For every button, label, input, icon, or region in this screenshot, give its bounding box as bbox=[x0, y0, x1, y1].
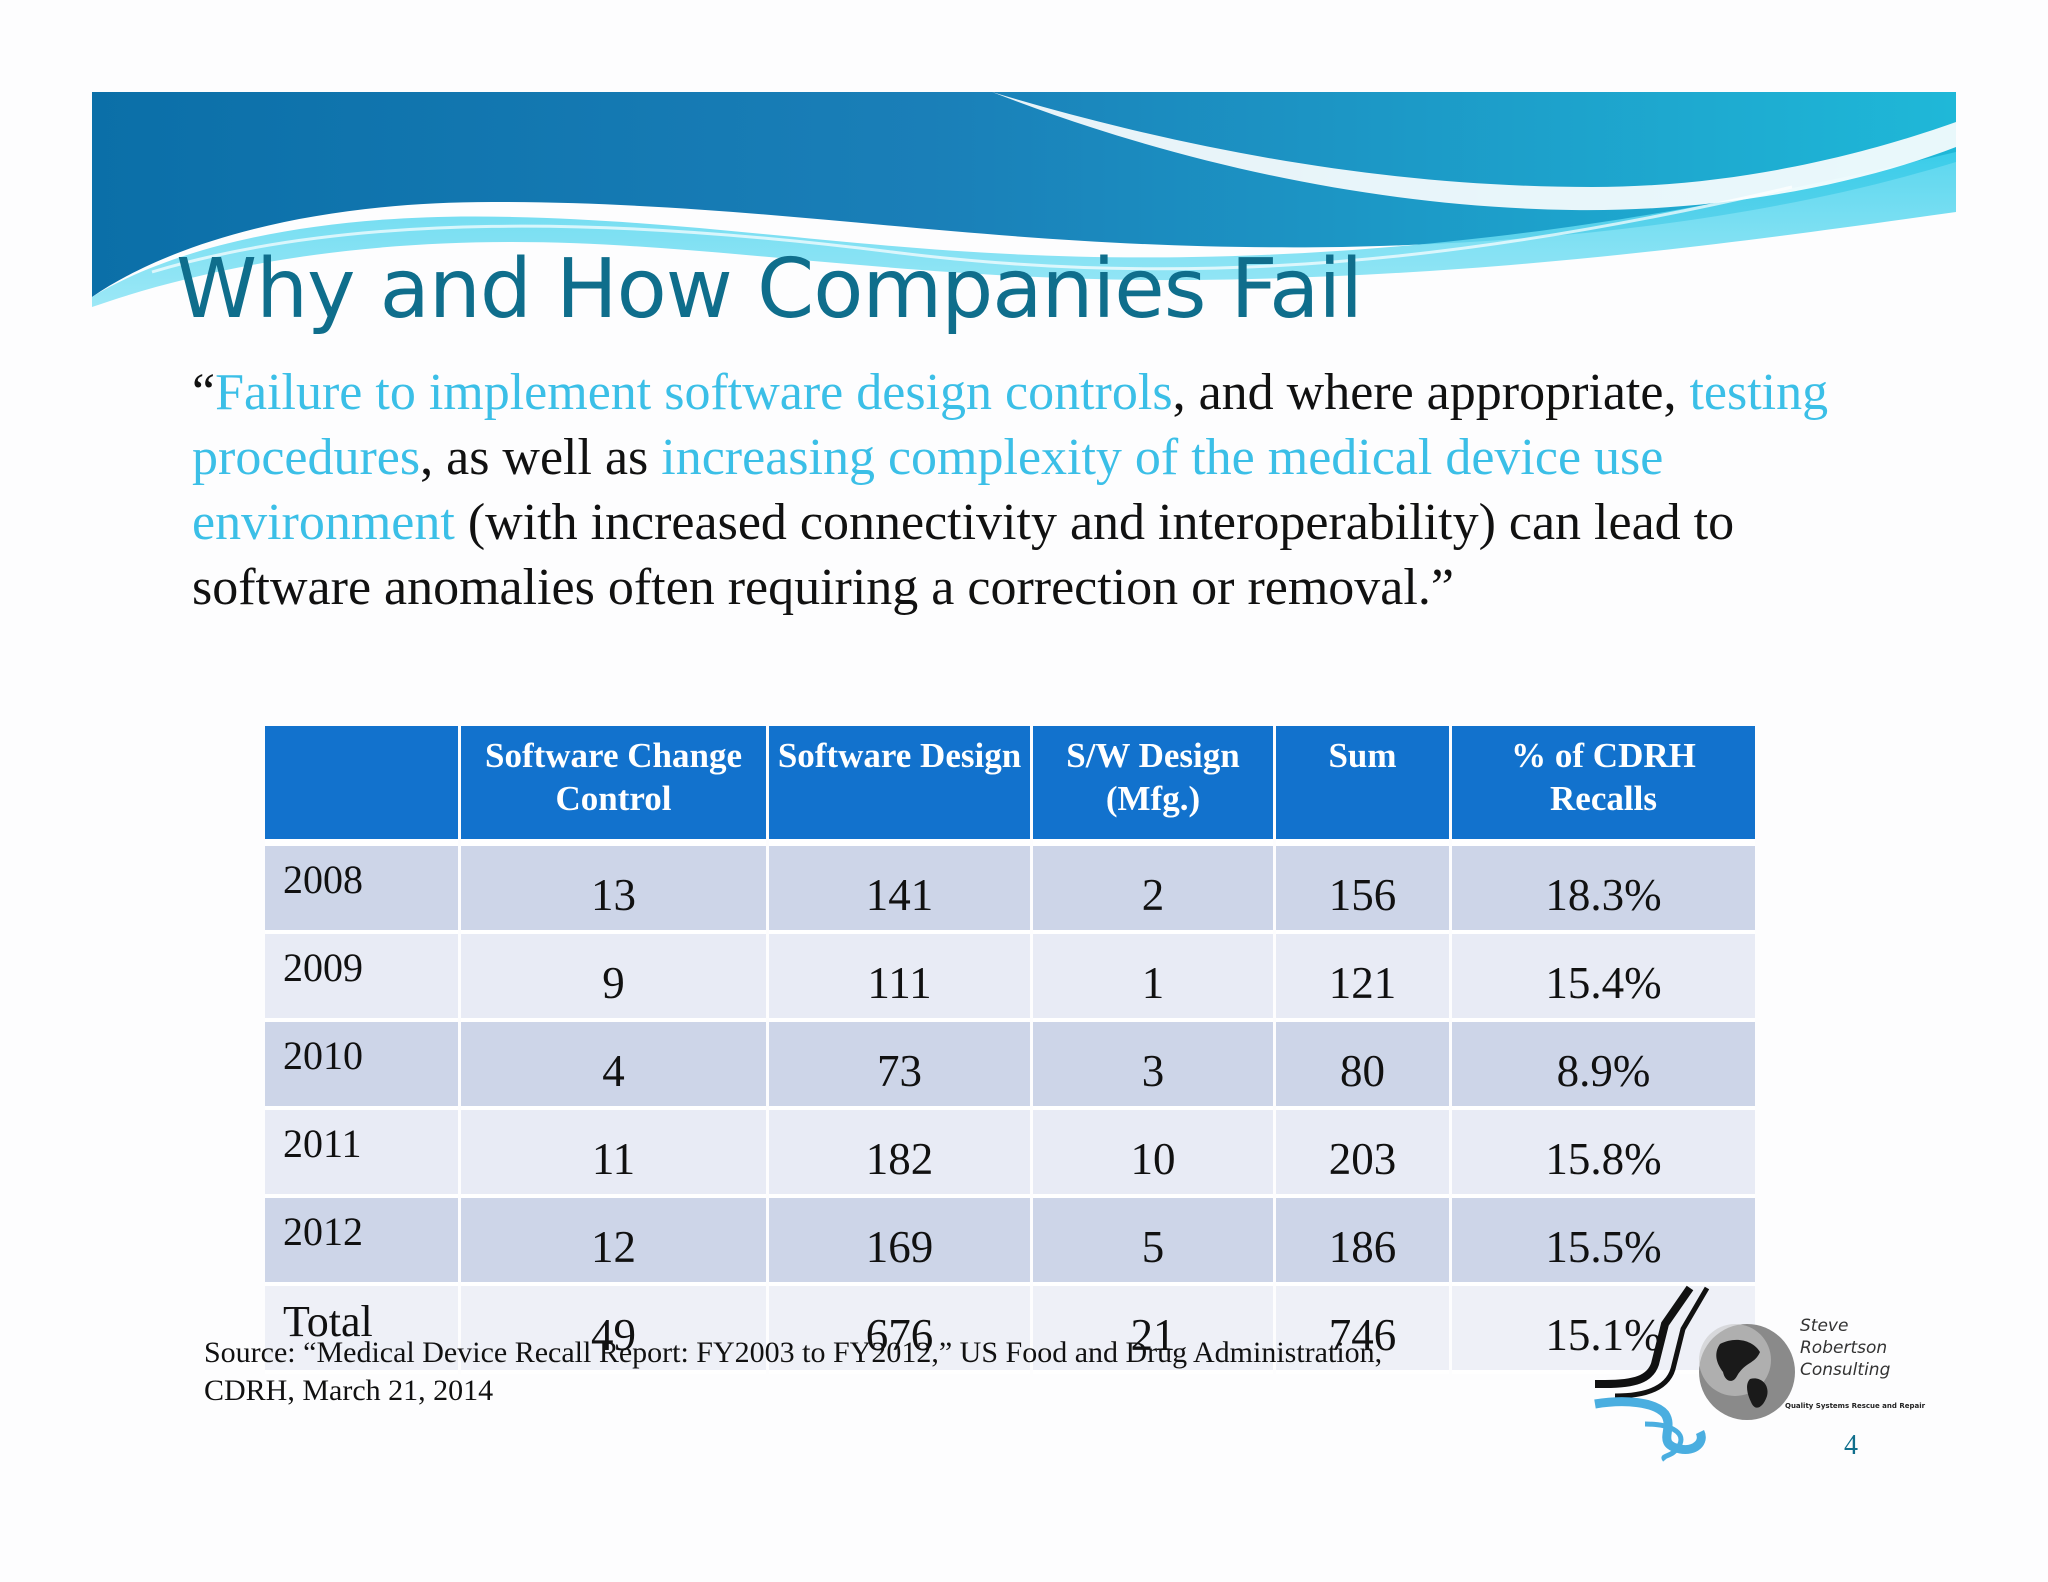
header-cell-sum: Sum bbox=[1276, 726, 1449, 846]
cell-software-design: 169 bbox=[769, 1198, 1030, 1286]
logo-wordmark: Steve Robertson Consulting bbox=[1800, 1315, 1890, 1381]
quote-paragraph: “Failure to implement software design co… bbox=[192, 360, 1842, 620]
row-label: 2008 bbox=[265, 846, 458, 934]
cell-software-design: 141 bbox=[769, 846, 1030, 934]
table-row: 2010 4 73 3 80 8.9% bbox=[265, 1022, 1755, 1110]
header-cell-software-design: Software Design bbox=[769, 726, 1030, 846]
cell-sw-design-mfg: 10 bbox=[1033, 1110, 1273, 1198]
cell-change-control: 11 bbox=[461, 1110, 766, 1198]
quote-text-2: , as well as bbox=[420, 429, 662, 486]
cell-software-design: 676 bbox=[769, 1286, 1030, 1374]
logo-tagline: Quality Systems Rescue and Repair bbox=[1785, 1402, 1926, 1410]
cell-change-control: 13 bbox=[461, 846, 766, 934]
row-label: Total bbox=[265, 1286, 458, 1374]
source-line-1: Source: “Medical Device Recall Report: F… bbox=[204, 1336, 1383, 1369]
quote-highlight-complexity: increasing complexity of the medical dev… bbox=[192, 429, 1664, 551]
table-header-row: Software Change Control Software Design … bbox=[265, 726, 1755, 846]
quote-open-mark: “ bbox=[192, 364, 216, 421]
slide-title: Why and How Companies Fail bbox=[176, 242, 1363, 337]
cell-sw-design-mfg: 1 bbox=[1033, 934, 1273, 1022]
cell-software-design: 182 bbox=[769, 1110, 1030, 1198]
cell-pct-recalls: 15.4% bbox=[1452, 934, 1755, 1022]
cell-sum: 121 bbox=[1276, 934, 1449, 1022]
cell-pct-recalls: 15.5% bbox=[1452, 1198, 1755, 1286]
company-logo bbox=[1594, 1285, 1795, 1462]
source-line-2: CDRH, March 21, 2014 bbox=[204, 1374, 494, 1407]
row-label: 2010 bbox=[265, 1022, 458, 1110]
cell-sw-design-mfg: 2 bbox=[1033, 846, 1273, 934]
logo-name-line-3: Consulting bbox=[1800, 1360, 1891, 1380]
cell-sum: 80 bbox=[1276, 1022, 1449, 1110]
cell-sum: 746 bbox=[1276, 1286, 1449, 1374]
cell-pct-recalls: 8.9% bbox=[1452, 1022, 1755, 1110]
cell-sw-design-mfg: 21 bbox=[1033, 1286, 1273, 1374]
cell-software-design: 111 bbox=[769, 934, 1030, 1022]
table-row: 2012 12 169 5 186 15.5% bbox=[265, 1198, 1755, 1286]
table-row: 2008 13 141 2 156 18.3% bbox=[265, 846, 1755, 934]
recalls-table: Software Change Control Software Design … bbox=[262, 726, 1758, 1374]
logo-name-line-2: Robertson bbox=[1800, 1338, 1888, 1358]
cell-sum: 156 bbox=[1276, 846, 1449, 934]
header-cell-change-control: Software Change Control bbox=[461, 726, 766, 846]
table-row: 2009 9 111 1 121 15.4% bbox=[265, 934, 1755, 1022]
cell-change-control: 49 bbox=[461, 1286, 766, 1374]
page-number: 4 bbox=[1844, 1430, 1858, 1461]
quote-highlight-design-controls: Failure to implement software design con… bbox=[215, 364, 1173, 421]
row-label: 2011 bbox=[265, 1110, 458, 1198]
cell-sw-design-mfg: 5 bbox=[1033, 1198, 1273, 1286]
quote-text-3: (with increased connectivity and interop… bbox=[192, 494, 1735, 616]
header-cell-year bbox=[265, 726, 458, 846]
cell-change-control: 4 bbox=[461, 1022, 766, 1110]
cell-pct-recalls: 18.3% bbox=[1452, 846, 1755, 934]
cell-change-control: 9 bbox=[461, 934, 766, 1022]
table-row: 2011 11 182 10 203 15.8% bbox=[265, 1110, 1755, 1198]
cell-sw-design-mfg: 3 bbox=[1033, 1022, 1273, 1110]
quote-highlight-testing: testing procedures bbox=[192, 364, 1829, 486]
table-total-row: Total 49 676 21 746 15.1% bbox=[265, 1286, 1755, 1374]
quote-text-1: , and where appropriate, bbox=[1172, 364, 1690, 421]
source-citation: Source: “Medical Device Recall Report: F… bbox=[204, 1334, 1544, 1410]
cell-software-design: 73 bbox=[769, 1022, 1030, 1110]
logo-name-line-1: Steve bbox=[1800, 1316, 1849, 1336]
header-wave-banner bbox=[92, 92, 1956, 307]
row-label: 2009 bbox=[265, 934, 458, 1022]
row-label: 2012 bbox=[265, 1198, 458, 1286]
cell-sum: 203 bbox=[1276, 1110, 1449, 1198]
cell-pct-recalls: 15.8% bbox=[1452, 1110, 1755, 1198]
cell-change-control: 12 bbox=[461, 1198, 766, 1286]
cell-sum: 186 bbox=[1276, 1198, 1449, 1286]
header-cell-sw-design-mfg: S/W Design (Mfg.) bbox=[1033, 726, 1273, 846]
header-cell-pct-recalls: % of CDRH Recalls bbox=[1452, 726, 1755, 846]
